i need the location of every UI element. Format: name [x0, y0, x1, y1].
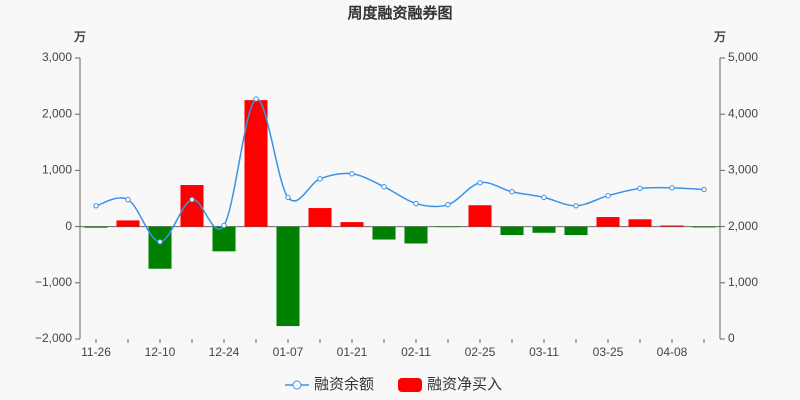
line-point — [413, 200, 419, 207]
legend-label: 融资净买入 — [427, 376, 502, 393]
y-tick-label: 0 — [65, 219, 72, 233]
x-tick-label: 12-10 — [145, 345, 176, 359]
x-tick-label: 12-24 — [209, 345, 240, 359]
line-point — [445, 201, 451, 208]
y-tick-label: 2,000 — [42, 106, 72, 120]
bar — [116, 220, 140, 227]
line-point — [477, 180, 483, 186]
line-point — [253, 96, 259, 102]
bar — [532, 226, 556, 233]
y2-tick-label: 3,000 — [728, 163, 758, 177]
y2-unit: 万 — [713, 30, 726, 44]
bar — [628, 219, 652, 227]
legend-label: 融资余额 — [314, 375, 374, 393]
bar — [148, 226, 172, 269]
line-point — [125, 196, 131, 203]
y2-tick-label: 4,000 — [728, 106, 758, 120]
bar — [84, 226, 108, 228]
x-tick-label: 02-11 — [401, 345, 431, 359]
x-tick-label: 01-07 — [273, 345, 304, 359]
bar — [180, 185, 204, 227]
legend-swatch — [398, 378, 422, 392]
line-point — [221, 222, 227, 229]
line-point — [541, 194, 547, 201]
bar — [468, 205, 492, 227]
bar — [404, 226, 428, 244]
y-unit: 万 — [73, 30, 86, 44]
x-tick-label: 01-21 — [337, 345, 368, 359]
line-point — [285, 194, 291, 201]
x-tick-label: 11-26 — [81, 345, 111, 359]
line-point — [317, 176, 323, 182]
y2-tick-label: 2,000 — [728, 219, 758, 233]
x-tick-label: 03-11 — [529, 345, 559, 359]
y-tick-label: 1,000 — [42, 163, 72, 177]
bar — [500, 226, 524, 236]
line-point — [605, 192, 611, 199]
chart-title: 周度融资融券图 — [347, 4, 452, 22]
y2-tick-label: 1,000 — [728, 275, 758, 289]
legend-marker — [292, 380, 302, 390]
y-tick-label: −1,000 — [35, 275, 72, 289]
bar — [244, 100, 268, 227]
bar — [372, 226, 396, 240]
x-tick-label: 04-08 — [657, 345, 688, 359]
line-point — [157, 239, 163, 245]
line-point — [349, 171, 355, 177]
line-point — [669, 185, 675, 191]
line-point — [701, 186, 707, 193]
y-tick-label: −2,000 — [35, 331, 72, 345]
y2-tick-label: 0 — [728, 331, 735, 345]
y2-tick-label: 5,000 — [728, 50, 758, 64]
line-point — [573, 203, 579, 209]
bar — [660, 225, 684, 227]
bar — [596, 217, 620, 227]
bar — [276, 226, 300, 327]
bar — [212, 226, 236, 252]
bar — [436, 226, 460, 228]
line-point — [189, 196, 195, 203]
bar — [340, 222, 364, 227]
y-tick-label: 3,000 — [42, 50, 72, 64]
line-point — [381, 183, 387, 190]
bar — [564, 226, 588, 236]
line-point — [509, 189, 515, 195]
bar — [308, 208, 332, 227]
line-point — [93, 203, 99, 209]
x-tick-label: 02-25 — [465, 345, 496, 359]
line-point — [637, 185, 643, 192]
bar — [692, 226, 716, 228]
x-tick-label: 03-25 — [593, 345, 624, 359]
